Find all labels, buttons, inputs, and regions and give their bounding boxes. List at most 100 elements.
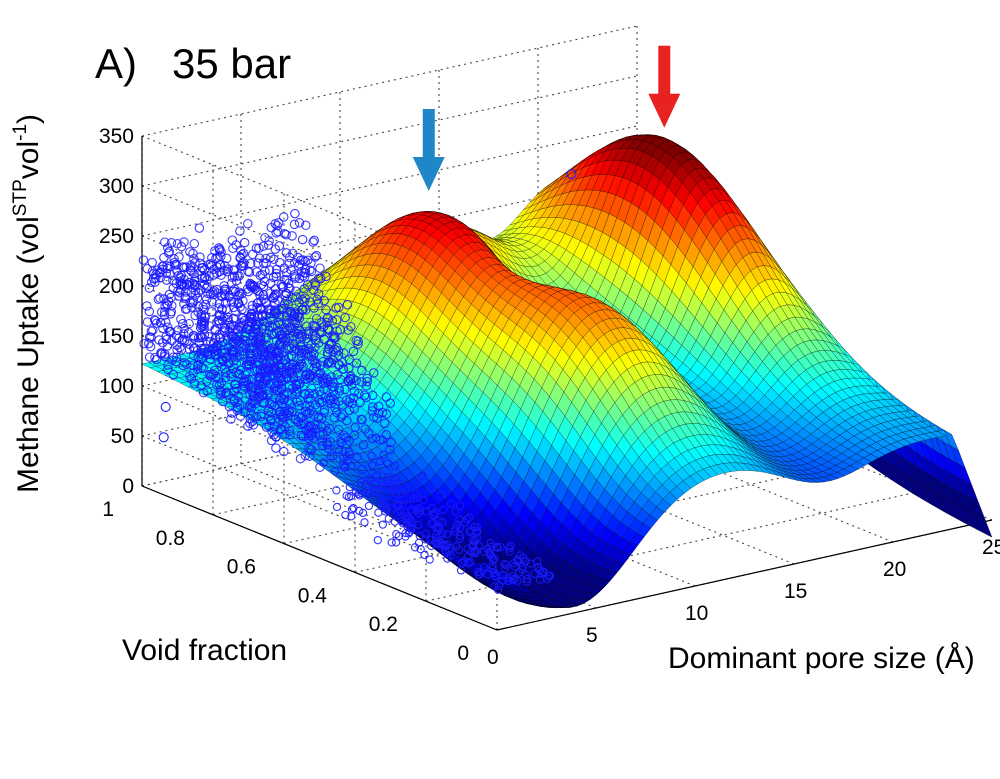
scatter-point: [256, 303, 266, 314]
scatter-point: [227, 408, 237, 418]
scatter-point: [337, 400, 348, 410]
scatter-point: [310, 399, 321, 410]
scatter-point: [161, 334, 172, 345]
scatter-point: [182, 336, 192, 346]
scatter-point: [193, 287, 204, 298]
scatter-point: [212, 345, 222, 356]
scatter-point: [262, 371, 272, 382]
scatter-point: [300, 389, 310, 400]
scatter-point: [147, 257, 157, 268]
scatter-point: [258, 258, 269, 268]
scatter-point: [257, 323, 268, 334]
scatter-point: [174, 291, 184, 301]
scatter-point: [204, 259, 214, 270]
scatter-point: [217, 396, 228, 407]
scatter-point: [353, 388, 364, 399]
scatter-point: [368, 368, 379, 378]
scatter-point: [296, 430, 307, 441]
scatter-point: [510, 562, 520, 571]
scatter-point: [383, 472, 393, 482]
scatter-point: [171, 352, 182, 363]
scatter-point: [291, 292, 301, 302]
scatter-point: [466, 557, 475, 567]
grid-line: [240, 463, 597, 609]
scatter-point: [188, 350, 199, 361]
scatter-point: [240, 331, 250, 341]
scatter-point: [259, 347, 270, 357]
scatter-point: [259, 397, 270, 408]
scatter-point: [347, 398, 358, 409]
scatter-point: [274, 367, 284, 377]
scatter-point: [322, 438, 332, 448]
scatter-point: [446, 499, 456, 509]
scatter-point: [365, 474, 374, 483]
scatter-point: [245, 414, 255, 424]
scatter-point: [182, 359, 192, 370]
scatter-point: [234, 271, 244, 281]
scatter-point: [232, 402, 243, 413]
scatter-point: [323, 312, 333, 323]
scatter-point: [367, 406, 378, 416]
scatter-point: [348, 346, 359, 357]
scatter-point: [312, 294, 322, 305]
scatter-point: [521, 557, 530, 566]
scatter-point: [341, 432, 351, 443]
scatter-point: [220, 372, 231, 383]
scatter-point: [205, 258, 216, 269]
scatter-point: [174, 252, 184, 262]
scatter-point: [378, 481, 387, 491]
scatter-point: [513, 576, 522, 585]
scatter-point: [186, 266, 197, 276]
scatter-point: [472, 533, 481, 543]
scatter-point: [508, 575, 517, 584]
scatter-point: [385, 444, 395, 455]
scatter-point: [257, 342, 267, 352]
scatter-point: [198, 387, 209, 398]
scatter-point: [279, 446, 289, 457]
scatter-point: [292, 318, 302, 329]
scatter-point: [235, 245, 246, 255]
scatter-point: [342, 415, 352, 426]
scatter-point: [504, 576, 513, 586]
scatter-point: [298, 271, 308, 281]
scatter-point: [139, 338, 149, 349]
scatter-point: [282, 373, 293, 384]
scatter-point: [293, 311, 303, 321]
scatter-point: [343, 325, 354, 335]
scatter-point: [166, 238, 177, 248]
scatter-point: [395, 496, 404, 505]
scatter-point: [251, 337, 261, 347]
scatter-point: [302, 333, 312, 344]
scatter-point: [380, 418, 390, 429]
scatter-point: [188, 298, 198, 308]
scatter-point: [410, 543, 420, 552]
scatter-point: [222, 335, 233, 346]
scatter-point: [360, 424, 370, 434]
scatter-point: [271, 228, 281, 238]
scatter-point: [317, 421, 327, 432]
scatter-point: [437, 518, 447, 527]
scatter-point: [258, 241, 269, 252]
scatter-point: [306, 258, 316, 269]
scatter-point: [299, 284, 310, 294]
scatter-point: [308, 237, 318, 247]
scatter-point: [238, 296, 248, 306]
scatter-point: [229, 356, 239, 366]
scatter-point: [215, 390, 226, 400]
x-axis-line: [496, 519, 993, 631]
scatter-point: [189, 238, 200, 249]
scatter-point: [349, 430, 360, 441]
scatter-point: [219, 313, 229, 323]
scatter-point: [367, 451, 376, 460]
scatter-point: [285, 283, 295, 294]
scatter-point: [493, 543, 502, 552]
scatter-point: [311, 313, 322, 324]
scatter-point: [269, 421, 280, 432]
scatter-point: [344, 363, 354, 374]
scatter-point: [361, 479, 370, 489]
scatter-point: [296, 342, 306, 352]
scatter-point: [322, 347, 333, 358]
scatter-point: [407, 505, 416, 514]
scatter-point: [245, 279, 256, 290]
